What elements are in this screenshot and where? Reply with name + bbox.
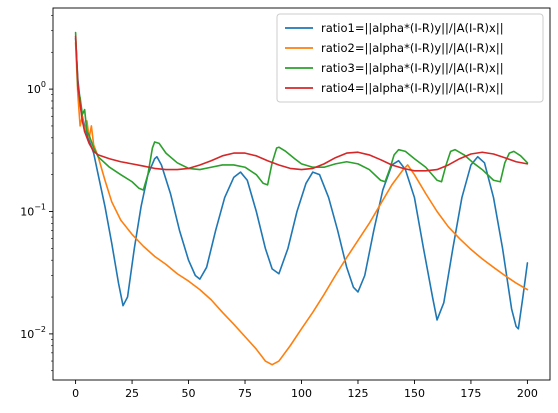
x-tick-label: 175 — [460, 387, 481, 400]
legend-label: ratio3=||alpha*(I-R)y||/|A(I-R)x|| — [321, 61, 504, 75]
x-tick-label: 50 — [182, 387, 196, 400]
y-tick-exponent: 0 — [41, 80, 46, 89]
y-tick-label: 10−2 — [20, 325, 46, 341]
y-tick-label: 100 — [27, 80, 46, 96]
y-tick-label: 10−1 — [20, 203, 46, 219]
x-tick-label: 100 — [291, 387, 312, 400]
legend-label: ratio2=||alpha*(I-R)y||/|A(I-R)x|| — [321, 41, 504, 55]
series-line-ratio2 — [74, 41, 529, 366]
legend-label: ratio1=||alpha*(I-R)y||/|A(I-R)x|| — [321, 21, 504, 35]
y-tick-exponent: −2 — [34, 325, 46, 334]
y-tick-exponent: −1 — [34, 203, 46, 212]
legend: ratio1=||alpha*(I-R)y||/|A(I-R)x|| ratio2… — [276, 13, 544, 103]
series-line-ratio1 — [74, 37, 529, 330]
x-tick-label: 125 — [347, 387, 368, 400]
x-tick-label: 150 — [404, 387, 425, 400]
x-tick-label: 75 — [238, 387, 252, 400]
legend-label: ratio4=||alpha*(I-R)y||/|A(I-R)x|| — [321, 81, 504, 95]
series-line-ratio3 — [74, 31, 529, 191]
y-tick-base: 10 — [20, 206, 34, 219]
x-axis: 0 25 50 75 100 125 150 175 200 — [72, 380, 538, 400]
x-tick-label: 200 — [517, 387, 538, 400]
y-tick-base: 10 — [27, 83, 41, 96]
series-line-ratio4 — [74, 35, 529, 172]
x-tick-label: 0 — [72, 387, 79, 400]
y-tick-base: 10 — [20, 328, 34, 341]
series-lines — [74, 31, 529, 366]
legend-box — [276, 13, 544, 103]
x-tick-label: 25 — [125, 387, 139, 400]
